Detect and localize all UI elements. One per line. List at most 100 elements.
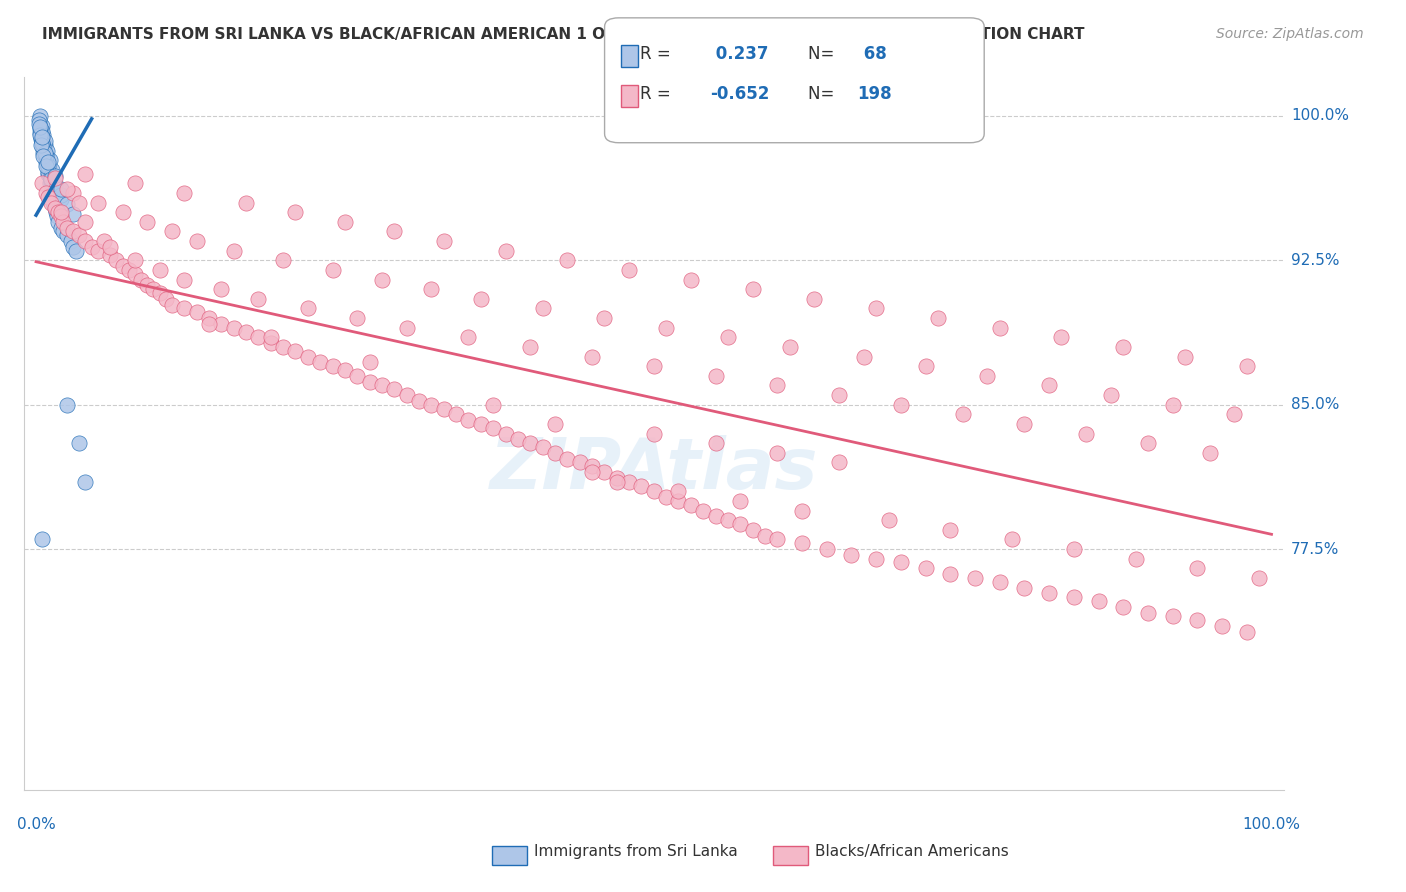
- Point: [37, 155, 59, 169]
- Point: [62, 240, 84, 254]
- Point: [160, 297, 183, 311]
- Point: [27, 117, 49, 131]
- Point: [28, 128, 51, 143]
- Point: [581, 465, 603, 479]
- Point: [1161, 609, 1184, 624]
- Point: [395, 388, 418, 402]
- Point: [32, 149, 55, 163]
- Point: [209, 317, 232, 331]
- Point: [495, 426, 517, 441]
- Point: [284, 205, 307, 219]
- Point: [1174, 350, 1197, 364]
- Point: [581, 350, 603, 364]
- Point: [1236, 624, 1258, 639]
- Point: [46, 205, 69, 219]
- Point: [52, 224, 75, 238]
- Text: 0.0%: 0.0%: [17, 817, 55, 832]
- Point: [963, 571, 986, 585]
- Point: [433, 401, 456, 416]
- Point: [828, 388, 851, 402]
- Point: [98, 247, 121, 261]
- Point: [679, 272, 702, 286]
- Point: [927, 311, 949, 326]
- Point: [643, 484, 665, 499]
- Point: [568, 455, 591, 469]
- Point: [149, 263, 172, 277]
- Point: [1038, 586, 1060, 600]
- Point: [186, 234, 208, 248]
- Point: [704, 509, 727, 524]
- Point: [1187, 561, 1209, 575]
- Point: [37, 159, 59, 173]
- Point: [235, 325, 257, 339]
- Point: [129, 272, 152, 286]
- Point: [779, 340, 801, 354]
- Point: [142, 282, 165, 296]
- Point: [87, 244, 110, 258]
- Text: Immigrants from Sri Lanka: Immigrants from Sri Lanka: [534, 845, 738, 859]
- Point: [198, 311, 221, 326]
- Point: [35, 186, 58, 200]
- Point: [155, 292, 177, 306]
- Text: 68: 68: [858, 45, 886, 62]
- Point: [46, 215, 69, 229]
- Point: [877, 513, 900, 527]
- Point: [173, 301, 195, 316]
- Point: [1014, 417, 1036, 431]
- Point: [186, 305, 208, 319]
- Point: [433, 234, 456, 248]
- Point: [93, 234, 115, 248]
- Point: [988, 320, 1011, 334]
- Point: [62, 224, 84, 238]
- Point: [408, 393, 430, 408]
- Point: [31, 119, 53, 133]
- Point: [359, 355, 381, 369]
- Point: [444, 407, 467, 421]
- Point: [62, 207, 84, 221]
- Point: [655, 320, 678, 334]
- Point: [1211, 619, 1233, 633]
- Point: [28, 120, 51, 135]
- Point: [56, 197, 79, 211]
- Point: [87, 195, 110, 210]
- Point: [1099, 388, 1122, 402]
- Point: [30, 137, 52, 152]
- Point: [865, 301, 887, 316]
- Point: [30, 130, 52, 145]
- Point: [555, 253, 578, 268]
- Point: [1125, 551, 1147, 566]
- Point: [309, 355, 332, 369]
- Point: [65, 244, 87, 258]
- Point: [32, 142, 55, 156]
- Point: [56, 398, 79, 412]
- Text: 100.0%: 100.0%: [1291, 109, 1348, 123]
- Point: [59, 234, 82, 248]
- Point: [1112, 340, 1135, 354]
- Point: [260, 336, 283, 351]
- Point: [297, 301, 319, 316]
- Text: IMMIGRANTS FROM SRI LANKA VS BLACK/AFRICAN AMERICAN 1 OR MORE VEHICLES IN HOUSEH: IMMIGRANTS FROM SRI LANKA VS BLACK/AFRIC…: [42, 27, 1084, 42]
- Point: [124, 253, 146, 268]
- Point: [865, 551, 887, 566]
- Point: [297, 350, 319, 364]
- Point: [555, 451, 578, 466]
- Point: [668, 484, 690, 499]
- Point: [49, 182, 72, 196]
- Point: [38, 176, 60, 190]
- Point: [28, 126, 51, 140]
- Point: [39, 174, 62, 188]
- Point: [655, 490, 678, 504]
- Point: [31, 130, 53, 145]
- Point: [37, 161, 59, 175]
- Point: [914, 359, 936, 373]
- Point: [31, 124, 53, 138]
- Point: [49, 192, 72, 206]
- Point: [30, 132, 52, 146]
- Point: [852, 350, 875, 364]
- Point: [75, 215, 97, 229]
- Point: [136, 215, 159, 229]
- Point: [105, 253, 128, 268]
- Point: [1050, 330, 1073, 344]
- Point: [1161, 398, 1184, 412]
- Point: [284, 343, 307, 358]
